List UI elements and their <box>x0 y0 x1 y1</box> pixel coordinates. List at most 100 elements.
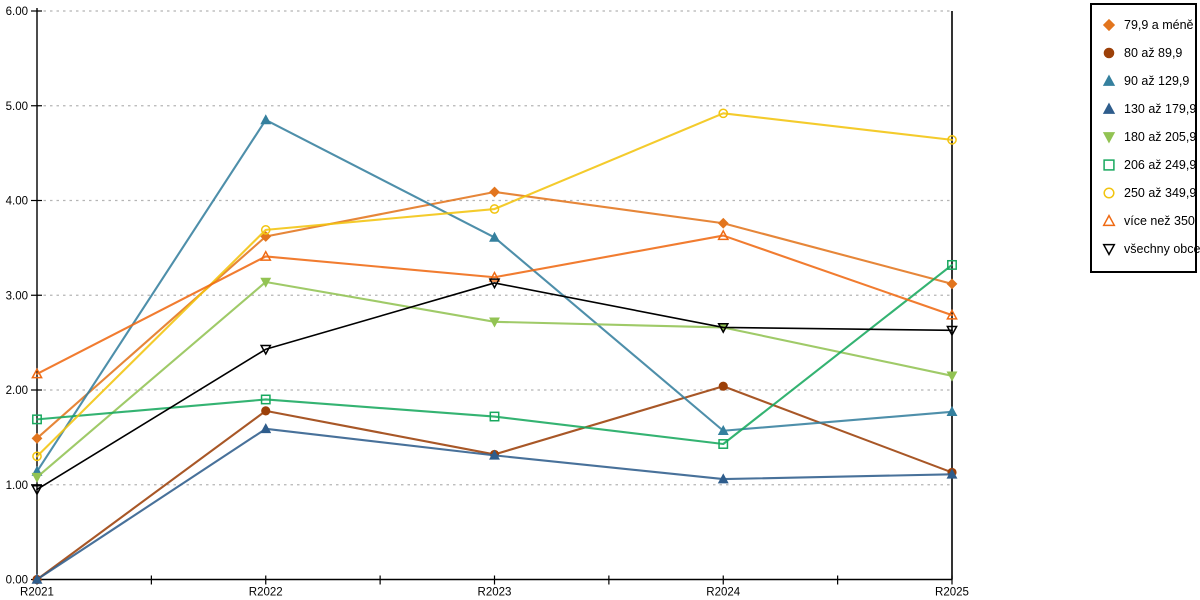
legend-marker-icon <box>1103 47 1115 59</box>
series-line <box>35 190 954 440</box>
series-line <box>35 280 954 479</box>
legend-marker-icon <box>1102 132 1116 144</box>
series-9 <box>31 278 958 496</box>
square-marker-icon <box>1103 159 1115 171</box>
x-axis-label: R2021 <box>20 587 54 599</box>
triangle-up-marker-icon <box>488 270 501 282</box>
diamond-marker-icon <box>717 217 729 229</box>
square-marker-icon <box>718 439 729 449</box>
legend-item: 180 až 205,9 <box>1101 123 1196 151</box>
legend-label: více než 350 <box>1124 214 1195 228</box>
y-axis-label: 1.00 <box>6 480 28 492</box>
legend-label: 206 až 249,9 <box>1124 158 1197 172</box>
series-4 <box>31 423 958 584</box>
legend-item: 250 až 349,9 <box>1101 179 1196 207</box>
circle-marker-icon <box>261 406 271 416</box>
triangle-up-marker-icon <box>946 468 958 479</box>
legend-label: všechny obce <box>1124 242 1200 256</box>
legend-marker-icon <box>1102 18 1116 32</box>
x-axis-label: R2025 <box>935 587 969 599</box>
series-8 <box>31 229 958 379</box>
circle-marker-icon <box>718 108 729 119</box>
series-line <box>36 282 953 491</box>
legend-label: 180 až 205,9 <box>1124 130 1197 144</box>
legend-item: 90 až 129,9 <box>1101 67 1191 95</box>
legend-marker-icon <box>1103 187 1115 199</box>
y-axis-label: 3.00 <box>6 290 28 302</box>
circle-marker-icon <box>489 204 500 214</box>
square-marker-icon <box>32 414 42 425</box>
circle-marker-icon <box>1103 187 1115 199</box>
legend-marker-icon <box>1102 243 1116 256</box>
triangle-down-marker-icon <box>489 317 500 328</box>
y-axis-label: 4.00 <box>6 196 28 208</box>
legend-item: více než 350 <box>1101 207 1195 235</box>
triangle-down-marker-icon <box>1102 243 1116 256</box>
legend-item: všechny obce <box>1101 235 1200 263</box>
y-axis-label: 0.00 <box>6 575 28 587</box>
legend-label: 130 až 179,9 <box>1124 102 1197 116</box>
x-axis-label: R2023 <box>478 587 512 599</box>
y-axis-label: 2.00 <box>6 385 28 397</box>
circle-marker-icon <box>260 225 271 235</box>
circle-marker-icon <box>947 135 957 145</box>
y-axis-label: 6.00 <box>6 6 28 18</box>
x-axis-label: R2022 <box>249 587 283 599</box>
x-axis-label: R2024 <box>706 587 740 599</box>
square-marker-icon <box>947 259 957 270</box>
legend-marker-icon <box>1102 74 1116 86</box>
triangle-down-marker-icon <box>31 484 43 496</box>
triangle-up-marker-icon <box>1102 102 1116 114</box>
square-marker-icon <box>489 411 500 422</box>
triangle-down-marker-icon <box>31 472 43 483</box>
circle-marker-icon <box>1103 47 1115 59</box>
legend-label: 80 až 89,9 <box>1124 46 1183 60</box>
series-line <box>35 234 954 375</box>
legend-label: 90 až 129,9 <box>1124 74 1190 88</box>
legend-item: 130 až 179,9 <box>1101 95 1196 123</box>
square-marker-icon <box>260 394 271 405</box>
chart-legend: 79,9 a méně 80 až 89,9 90 až 129,9 130 až 1… <box>1090 3 1200 273</box>
series-line <box>35 112 954 458</box>
diamond-marker-icon <box>946 278 958 290</box>
legend-marker-icon <box>1102 102 1116 114</box>
triangle-up-marker-icon <box>489 449 500 460</box>
triangle-up-marker-icon <box>717 229 730 241</box>
triangle-up-marker-icon <box>31 367 43 379</box>
triangle-up-marker-icon <box>260 114 272 125</box>
legend-item: 80 až 89,9 <box>1101 39 1191 67</box>
triangle-down-marker-icon <box>717 322 730 334</box>
triangle-down-marker-icon <box>259 344 272 356</box>
triangle-up-marker-icon <box>946 406 958 417</box>
series-6 <box>32 259 957 449</box>
diamond-marker-icon <box>260 231 272 242</box>
series-line <box>35 385 954 581</box>
triangle-up-marker-icon <box>717 473 729 484</box>
triangle-up-marker-icon <box>260 423 272 434</box>
legend-label: 250 až 349,9 <box>1124 186 1197 200</box>
triangle-down-marker-icon <box>1102 132 1116 144</box>
legend-marker-icon <box>1103 159 1115 171</box>
circle-marker-icon <box>718 381 728 391</box>
triangle-up-marker-icon <box>259 250 272 261</box>
triangle-up-marker-icon <box>1102 74 1116 86</box>
legend-item: 206 až 249,9 <box>1101 151 1196 179</box>
legend-label: 79,9 a méně <box>1124 18 1194 32</box>
triangle-down-marker-icon <box>260 277 272 288</box>
triangle-down-marker-icon <box>946 371 958 382</box>
y-axis-label: 5.00 <box>6 101 28 113</box>
triangle-up-marker-icon <box>489 231 500 242</box>
triangle-down-marker-icon <box>946 325 958 337</box>
triangle-down-marker-icon <box>488 278 501 290</box>
triangle-up-marker-icon <box>1102 214 1116 227</box>
series-1 <box>31 186 958 444</box>
diamond-marker-icon <box>31 432 43 444</box>
circle-marker-icon <box>32 451 42 462</box>
triangle-up-marker-icon <box>31 573 43 584</box>
legend-marker-icon <box>1102 214 1116 227</box>
diamond-marker-icon <box>489 186 500 198</box>
triangle-up-marker-icon <box>946 308 958 320</box>
diamond-marker-icon <box>1102 18 1116 32</box>
